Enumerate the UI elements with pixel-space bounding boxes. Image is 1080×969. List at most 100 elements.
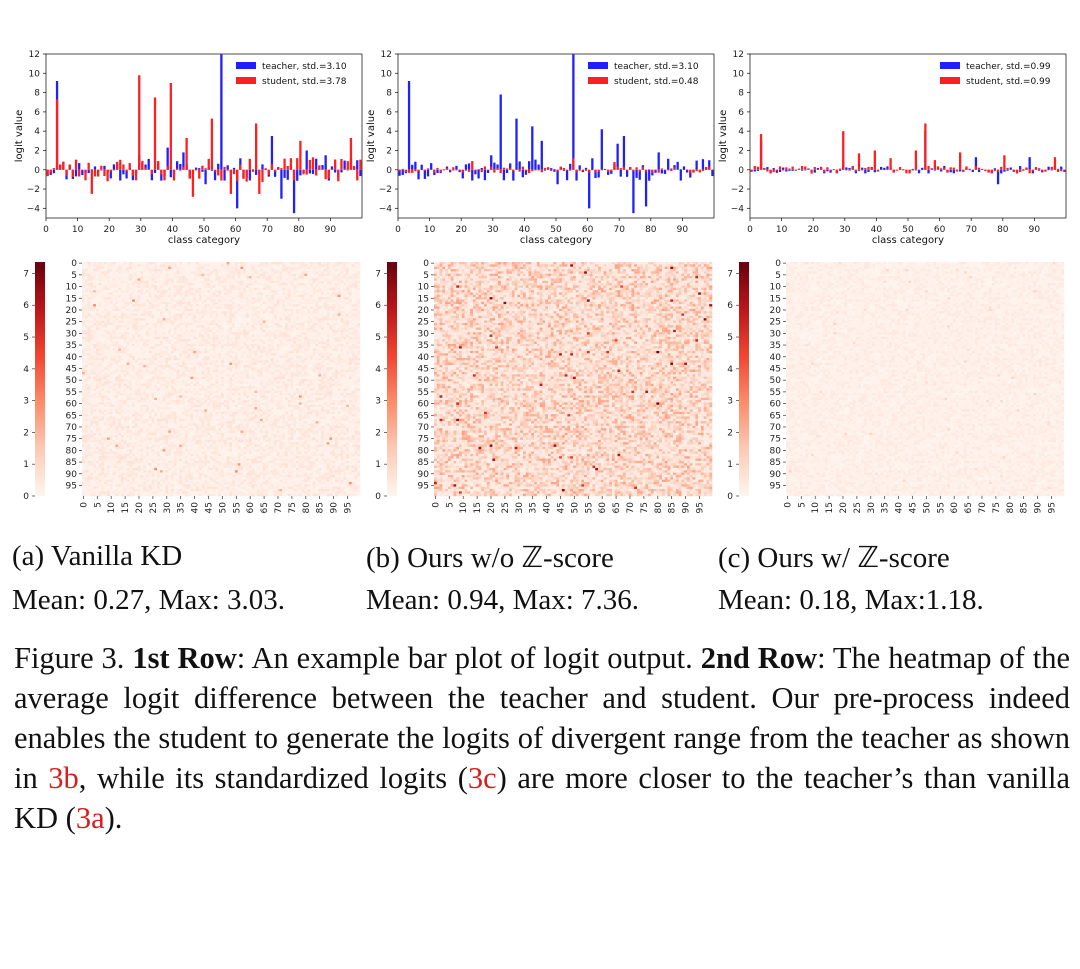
- heatmap-cell: [240, 269, 243, 272]
- heatmap-cell: [307, 267, 310, 270]
- heatmap-cell: [85, 276, 88, 279]
- heatmap-cell: [165, 264, 168, 267]
- heatmap-cell: [93, 269, 96, 272]
- heatmap-cell: [332, 274, 335, 277]
- teacher-bar: [601, 129, 603, 170]
- heatmap-cell: [210, 262, 213, 265]
- heatmap-cell: [168, 267, 171, 270]
- heatmap-cell: [293, 262, 296, 265]
- heatmap-cell: [190, 271, 193, 274]
- heatmap-cell: [165, 276, 168, 279]
- student-bar: [100, 166, 102, 170]
- student-bar: [353, 166, 355, 170]
- heatmap-cell: [238, 267, 241, 270]
- heatmap-cell: [268, 267, 271, 270]
- heatmap-cell: [282, 267, 285, 270]
- heatmap-cell: [163, 267, 166, 270]
- heatmap-cell: [335, 262, 338, 265]
- legend-label: teacher, std.=3.10: [262, 62, 347, 72]
- heatmap-cell: [90, 264, 93, 267]
- student-bar: [991, 170, 993, 174]
- heatmap-cell: [227, 262, 230, 265]
- heatmap-cell: [118, 276, 121, 279]
- student-bar: [287, 166, 289, 170]
- heatmap-cell: [260, 271, 263, 274]
- heatmap-cell: [132, 271, 135, 274]
- heatmap-cell: [249, 274, 252, 277]
- student-bar: [594, 170, 596, 172]
- heatmap-cell: [240, 262, 243, 265]
- teacher-bar: [81, 170, 83, 175]
- student-bar: [343, 169, 345, 170]
- heatmap-cell: [157, 269, 160, 272]
- student-bar: [836, 170, 838, 173]
- heatmap-cell: [171, 269, 174, 272]
- heatmap-cell: [93, 276, 96, 279]
- student-bar: [896, 170, 898, 171]
- y-tick-label: 12: [381, 50, 392, 60]
- heatmap-cell: [124, 262, 127, 265]
- teacher-bar: [477, 170, 479, 179]
- student-bar: [170, 83, 172, 170]
- heatmap-cell: [163, 276, 166, 279]
- student-bar: [613, 162, 615, 170]
- heatmap-cell: [196, 271, 199, 274]
- student-bar: [255, 123, 257, 169]
- heatmap-cell: [349, 267, 352, 270]
- heatmap-cell: [107, 274, 110, 277]
- heatmap-cell: [99, 267, 102, 270]
- heatmap-cell: [318, 271, 321, 274]
- student-bar: [129, 163, 131, 170]
- teacher-bar: [683, 166, 685, 169]
- student-bar: [214, 170, 216, 172]
- student-bar: [1006, 168, 1008, 170]
- teacher-bar: [788, 170, 790, 171]
- heatmap-cell: [82, 271, 85, 274]
- heatmap-cell: [318, 267, 321, 270]
- heatmap-cell: [341, 269, 344, 272]
- heatmap-cell: [352, 274, 355, 277]
- heatmap-cell: [318, 269, 321, 272]
- student-bar: [785, 167, 787, 169]
- student-bar: [1022, 170, 1024, 171]
- heatmap-cell: [221, 264, 224, 267]
- student-bar: [157, 161, 159, 170]
- y-tick-label: 8: [386, 89, 392, 99]
- heatmap-cell: [90, 267, 93, 270]
- student-bar: [436, 168, 438, 170]
- heatmap-cell: [252, 271, 255, 274]
- student-bar: [931, 169, 933, 170]
- student-bar: [852, 167, 854, 170]
- student-bar: [356, 170, 358, 181]
- teacher-bar: [356, 160, 358, 170]
- heatmap-cell: [107, 269, 110, 272]
- teacher-bar: [148, 159, 150, 170]
- x-tick-label: 10: [776, 225, 788, 235]
- teacher-bar: [702, 159, 704, 170]
- heatmap-cell: [324, 262, 327, 265]
- heatmap-cell: [113, 274, 116, 277]
- teacher-bar: [1000, 170, 1002, 174]
- student-bar: [141, 161, 143, 170]
- heatmap-cell: [115, 269, 118, 272]
- student-bar: [325, 170, 327, 179]
- heatmap-cell: [357, 262, 360, 265]
- heatmap-cell: [213, 274, 216, 277]
- teacher-bar: [493, 163, 495, 170]
- bar-chart-a: 121086420−2−40 10 20 30 40 50 60 70 80 90class ca…: [14, 50, 362, 246]
- heatmap-cell: [313, 267, 316, 270]
- student-bar: [503, 168, 505, 170]
- heatmap-cell: [132, 264, 135, 267]
- heatmap-cell: [138, 262, 141, 265]
- heatmap-cell: [254, 274, 257, 277]
- student-bar: [185, 138, 187, 170]
- teacher-bar: [544, 170, 546, 171]
- student-bar: [537, 170, 539, 171]
- student-bar: [1060, 170, 1062, 171]
- x-tick-label: 30: [487, 225, 499, 235]
- heatmap-cell: [332, 264, 335, 267]
- student-bar: [398, 170, 400, 172]
- student-bar: [820, 167, 822, 170]
- heatmap-cell: [107, 267, 110, 270]
- heatmap-cell: [207, 271, 210, 274]
